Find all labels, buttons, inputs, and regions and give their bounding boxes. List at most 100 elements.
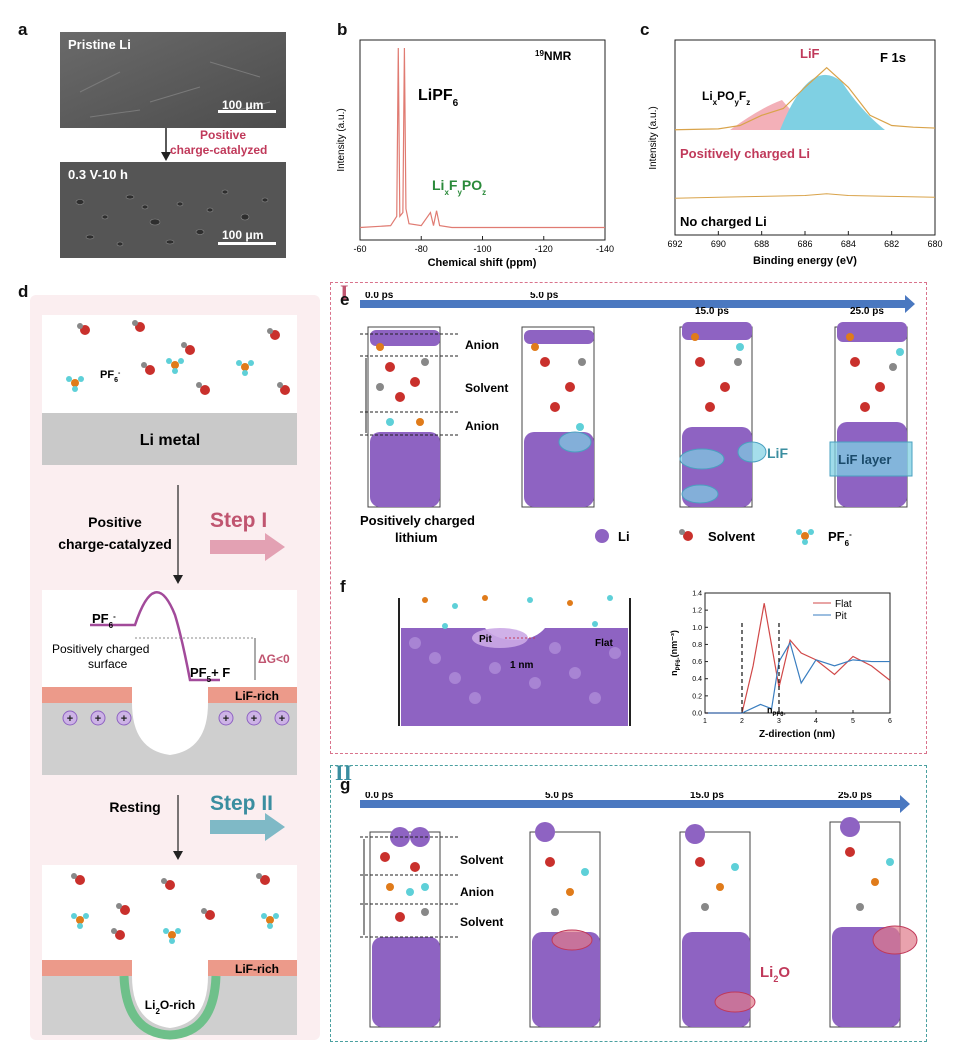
panel-label-f: f (340, 577, 346, 596)
time-g-0: 0.0 ps (365, 792, 394, 801)
legend-li-swatch (595, 529, 609, 543)
density-ytick-label-6: 1.2 (692, 608, 702, 615)
lif-label: LiF (767, 445, 788, 461)
arrowhead-step1 (173, 575, 183, 584)
surface-label-2: surface (88, 657, 128, 671)
nmr-xtick-label-0: -60 (353, 244, 366, 254)
legend-solvent-label: Solvent (708, 529, 756, 544)
step1-arrow (210, 533, 285, 561)
li2o-rich-layer (119, 975, 221, 1040)
g-layer-solvent-top: Solvent (460, 853, 503, 867)
nmr-ylabel: Intensity (a.u.) (336, 108, 347, 171)
xps-xtick-label-6: 680 (927, 239, 942, 249)
nmr-xlabel: Chemical shift (ppm) (428, 257, 537, 269)
xps-xtick-label-0: 692 (667, 239, 682, 249)
sem-title-pristine: Pristine Li (68, 37, 131, 52)
density-xlabel: Z-direction (nm) (759, 729, 835, 740)
surface-anions-f (422, 595, 613, 629)
li-atom-texture (409, 637, 621, 704)
legend-pf6-swatch (801, 532, 809, 540)
xps-xtick-label-5: 682 (884, 239, 899, 249)
xps-peak-lif-fill (780, 74, 885, 130)
density-ylabel: nPF6-(nm⁻³) (669, 630, 682, 676)
xps-xtick-label-2: 688 (754, 239, 769, 249)
products-label: PF5+ F (190, 665, 230, 684)
density-svg: 1 2 3 4 5 60.00.20.40.60.81.01.21.4 Flat Pit … (669, 591, 892, 741)
caption-charged-1: Positively charged (360, 513, 475, 528)
time-arrow-e (360, 295, 915, 313)
nmr-xtick-label-4: -140 (596, 244, 614, 254)
svg-text:+: + (223, 713, 229, 725)
lif-rich-right (208, 687, 297, 703)
time-e-25: 25.0 ps (850, 306, 884, 317)
pit-region (472, 628, 528, 648)
legend-solvent-swatch (683, 531, 693, 541)
step1-text-2: charge-catalyzed (58, 536, 172, 552)
lif-region-15ps-a (679, 448, 725, 470)
panel-label-e: e (340, 290, 350, 309)
scale-bar-top (218, 110, 276, 113)
layer-label-anion-top: Anion (465, 338, 499, 352)
solvent-molecules-e (376, 357, 897, 412)
density-ytick-label-4: 0.8 (692, 642, 702, 649)
xps-peak-lixpoyfz: LixPOyFz (702, 89, 750, 107)
li-slabs-e (370, 322, 907, 507)
li2o-label: Li2O (760, 964, 790, 984)
scale-label-bottom: 100 μm (222, 228, 264, 242)
lif-rich-right-2 (208, 960, 297, 976)
xps-series-charged (674, 66, 936, 131)
density-ytick-label-3: 0.6 (692, 659, 702, 666)
stage1-box (330, 282, 927, 754)
xps-trace-label-uncharged: No charged Li (680, 214, 767, 229)
time-e-15: 15.0 ps (695, 306, 729, 317)
pit-model-f: Pit Flat 1 nm (395, 588, 635, 728)
li2o-region-15ps (714, 991, 756, 1013)
schematic-d-svg: PF6- Li metal Positive charge-catalyzed … (42, 315, 297, 1040)
molecules-top (66, 320, 290, 395)
xps-series-uncharged (674, 193, 936, 199)
nmr-title: 19NMR (535, 49, 572, 64)
svg-text:+: + (67, 713, 73, 725)
stage2-box (330, 765, 927, 1042)
plus-signs: + + + + + + (67, 713, 285, 725)
density-ytick-label-1: 0.2 (692, 693, 702, 700)
energy-profile (90, 591, 220, 682)
time-g-15: 15.0 ps (690, 792, 724, 801)
molecules-bottom (71, 873, 279, 944)
arrowhead-step2 (173, 851, 183, 860)
resting-label: Resting (109, 799, 160, 815)
scale-label-top: 100 μm (222, 98, 264, 112)
li2o-region-25ps (872, 925, 918, 955)
xps-xtick-label-1: 690 (711, 239, 726, 249)
nmr-xtick-label-1: -80 (415, 244, 428, 254)
time-g-25: 25.0 ps (838, 792, 872, 801)
step2-arrow (210, 813, 285, 841)
li-pit-substrate (42, 703, 297, 775)
stage-roman-I: I (340, 280, 349, 305)
density-xtick-label-3: 4 (814, 718, 818, 725)
lif-rich-label-2: LiF-rich (235, 962, 279, 976)
md-e-svg: Anion Solvent Anion LiF LiF layer 0.0 ps… (360, 290, 915, 548)
md-timeline-g: Solvent Anion Solvent Li2O 0.0 ps 5.0 ps… (360, 790, 920, 1032)
density-ytick-label-2: 0.4 (692, 676, 702, 683)
stage-roman-II: II (335, 760, 353, 785)
li-metal-block (42, 413, 297, 465)
nmr-xtick-label-2: -100 (473, 244, 491, 254)
xps-svg: 692 690 688 686 684 682 680 Intensity (a.u.) B… (648, 39, 943, 267)
svg-text:+: + (95, 713, 101, 725)
time-g-5: 5.0 ps (545, 792, 574, 801)
legend-flat-label: Flat (835, 599, 852, 610)
xps-frame (674, 39, 936, 236)
xps-xlabel: Binding energy (eV) (753, 255, 857, 267)
panel-label-b: b (337, 20, 348, 39)
time-e-5: 5.0 ps (530, 292, 559, 301)
lif-layer-region (829, 441, 913, 477)
arrow-a (160, 128, 172, 167)
nmr-series-line (359, 47, 605, 229)
sem-title-charged: 0.3 V-10 h (68, 167, 128, 182)
lif-rich-left (42, 687, 132, 703)
arrow-label-a-2: charge-catalyzed (170, 143, 268, 157)
density-ytick-label-0: 0.0 (692, 711, 702, 718)
density-ytick-label-7: 1.4 (692, 591, 702, 598)
time-arrow-g (360, 795, 910, 813)
